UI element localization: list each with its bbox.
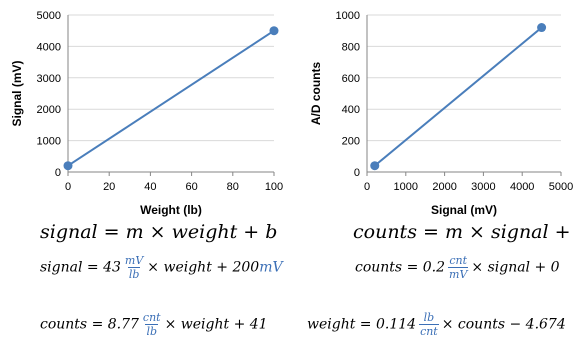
data-point: [370, 161, 380, 171]
data-point: [63, 161, 73, 171]
y-axis-label: A/D counts: [309, 62, 323, 126]
y-tick-label: 5000: [37, 10, 61, 22]
x-axis-label: Signal (mV): [431, 203, 497, 217]
x-tick-label: 40: [144, 181, 156, 193]
chart-2: 0 200 400 600 800 1000 0 1000 2000 3000 4000 5000 Si…: [309, 10, 573, 217]
counts-weight-eq-lhs: counts = 8.77: [40, 316, 139, 333]
counts-eq-fraction: cnt mV: [448, 254, 469, 281]
x-tick-label: 3000: [471, 181, 495, 193]
y-tick-label: 1000: [37, 136, 61, 148]
general-equation-right: counts = m × signal + b: [353, 221, 577, 243]
x-tick-label: 4000: [510, 181, 534, 193]
counts-weight-eq-den: lb: [145, 324, 159, 338]
counts-eq-rest: × signal + 0: [471, 259, 560, 276]
x-tick-label: 100: [265, 181, 283, 193]
counts-eq-lhs: counts = 0.2: [355, 259, 446, 276]
data-point: [537, 23, 547, 33]
weight-eq-rest: × counts − 4.674: [441, 316, 566, 333]
counts-weight-equation: counts = 8.77 cnt lb × weight + 41: [40, 312, 268, 337]
x-tick-label: 1000: [394, 181, 418, 193]
x-tick-label: 0: [364, 181, 370, 193]
signal-eq-lhs: signal = 43: [40, 259, 121, 276]
x-tick-label: 80: [227, 181, 239, 193]
counts-equation: counts = 0.2 cnt mV × signal + 0: [355, 255, 560, 280]
x-tick-label: 0: [65, 181, 71, 193]
x-tick-label: 5000: [549, 181, 573, 193]
x-tick-label: 2000: [432, 181, 456, 193]
counts-weight-eq-num: cnt: [142, 311, 161, 324]
x-axis-label: Weight (lb): [140, 203, 202, 217]
y-tick-label: 0: [354, 167, 360, 179]
signal-eq-num: mV: [124, 254, 144, 267]
signal-equation: signal = 43 mV lb × weight + 200mV: [40, 255, 283, 280]
weight-eq-fraction: lb cnt: [419, 312, 439, 337]
y-tick-label: 400: [342, 104, 360, 116]
weight-equation: weight = 0.114 lb cnt × counts − 4.674: [307, 312, 566, 337]
general-equation-left: signal = m × weight + b: [40, 221, 278, 243]
y-axis-label: Signal (mV): [10, 60, 24, 126]
series-line: [67, 29, 275, 167]
weight-eq-num: lb: [423, 311, 435, 324]
counts-weight-eq-rest: × weight + 41: [164, 316, 268, 333]
counts-eq-den: mV: [448, 267, 469, 281]
signal-eq-fraction: mV lb: [124, 255, 144, 280]
y-tick-label: 3000: [37, 73, 61, 85]
x-tick-label: 60: [185, 181, 197, 193]
x-tick-label: 20: [103, 181, 115, 193]
series-line: [374, 26, 543, 167]
data-point: [269, 26, 279, 36]
y-tick-label: 600: [342, 73, 360, 85]
y-tick-label: 1000: [336, 10, 360, 22]
weight-eq-den: cnt: [419, 324, 439, 338]
counts-weight-eq-fraction: cnt lb: [142, 312, 162, 337]
signal-eq-mid: × weight + 200: [147, 259, 260, 276]
y-tick-label: 0: [55, 167, 61, 179]
chart-1: 0 1000 2000 3000 4000 5000 0 20 40 60 80 100 Weight …: [10, 10, 283, 217]
signal-eq-den: lb: [127, 267, 141, 281]
counts-eq-num: cnt: [449, 254, 468, 267]
y-tick-label: 4000: [37, 41, 61, 53]
y-tick-label: 2000: [37, 104, 61, 116]
signal-eq-unit: mV: [259, 259, 283, 276]
y-tick-label: 200: [342, 136, 360, 148]
y-tick-label: 800: [342, 41, 360, 53]
weight-eq-lhs: weight = 0.114: [307, 316, 417, 333]
